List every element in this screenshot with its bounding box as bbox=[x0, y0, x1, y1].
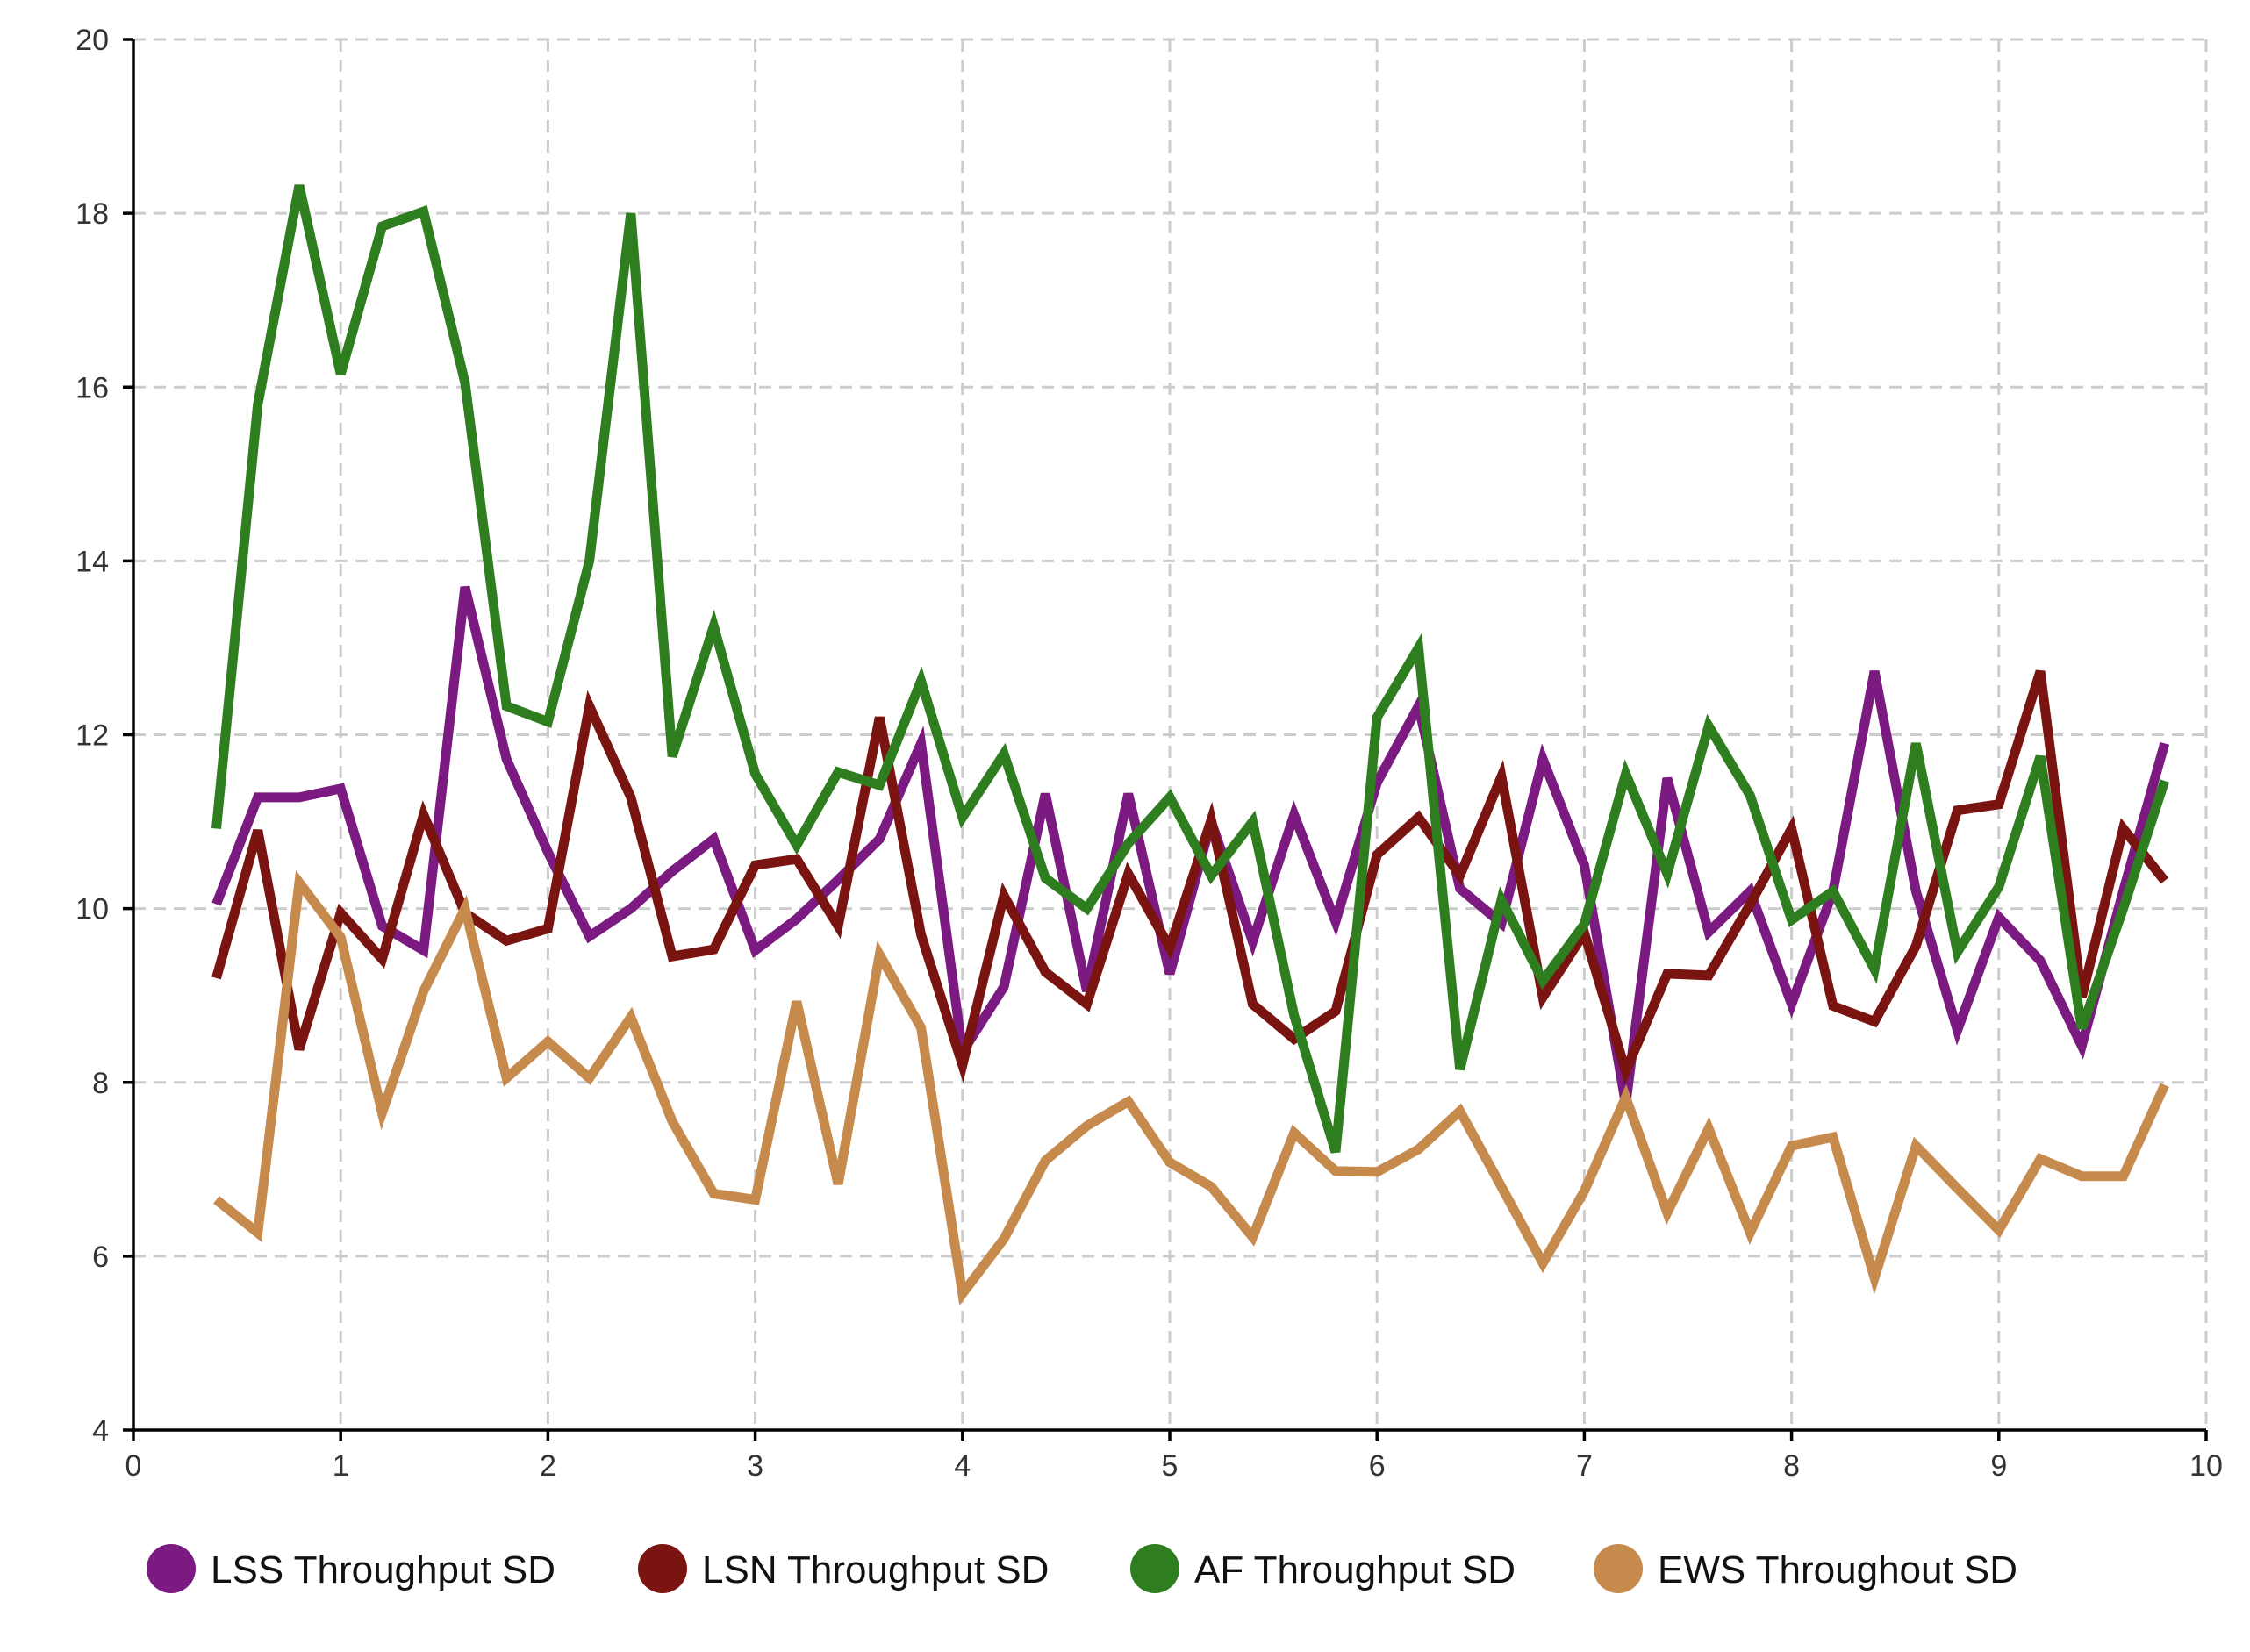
series-line-af-throughput-sd bbox=[211, 184, 2169, 1154]
legend-item-lss-throughput-sd[interactable]: LSS Throughput SD bbox=[147, 1544, 555, 1593]
x-tick-label: 8 bbox=[1783, 1449, 1800, 1483]
x-tick-label: 3 bbox=[747, 1449, 763, 1483]
x-tick-label: 5 bbox=[1162, 1449, 1179, 1483]
legend-item-af-throughput-sd[interactable]: AF Throughput SD bbox=[1130, 1544, 1516, 1593]
x-tick-label: 2 bbox=[540, 1449, 556, 1483]
legend-item-lsn-throughput-sd[interactable]: LSN Throughput SD bbox=[638, 1544, 1049, 1593]
y-tick-label: 8 bbox=[92, 1067, 109, 1100]
x-tick-label: 9 bbox=[1990, 1449, 2007, 1483]
y-tick-label: 14 bbox=[75, 545, 109, 578]
x-tick-label: 1 bbox=[333, 1449, 349, 1483]
y-tick-label: 20 bbox=[75, 24, 109, 57]
series-line-lsn-throughput-sd bbox=[211, 669, 2169, 1086]
y-tick-label: 10 bbox=[75, 893, 109, 926]
x-tick-label: 0 bbox=[125, 1449, 142, 1483]
y-tick-label: 12 bbox=[75, 719, 109, 753]
x-tick-label: 6 bbox=[1369, 1449, 1386, 1483]
legend-swatch bbox=[1594, 1544, 1643, 1593]
legend-label: AF Throughput SD bbox=[1194, 1548, 1516, 1591]
x-tick-label: 4 bbox=[954, 1449, 971, 1483]
legend-label: LSS Throughput SD bbox=[211, 1548, 555, 1591]
axes bbox=[123, 38, 2208, 1441]
legend-item-ews-throughout-sd[interactable]: EWS Throughout SD bbox=[1594, 1544, 2017, 1593]
legend-label: EWS Throughout SD bbox=[1658, 1548, 2017, 1591]
legend-swatch bbox=[638, 1544, 687, 1593]
y-tick-label: 6 bbox=[92, 1241, 109, 1274]
y-tick-label: 4 bbox=[92, 1414, 109, 1448]
x-tick-label: 10 bbox=[2189, 1449, 2223, 1483]
legend[interactable]: LSS Throughput SD LSN Throughput SD AF Thr… bbox=[147, 1544, 2017, 1593]
y-tick-label: 18 bbox=[75, 197, 109, 231]
legend-swatch bbox=[1130, 1544, 1179, 1593]
series-lines bbox=[211, 184, 2170, 1306]
y-tick-label: 16 bbox=[75, 371, 109, 404]
x-tick-label: 7 bbox=[1576, 1449, 1593, 1483]
legend-swatch bbox=[147, 1544, 196, 1593]
legend-label: LSN Throughput SD bbox=[702, 1548, 1049, 1591]
series-line-ews-throughout-sd bbox=[213, 869, 2169, 1306]
